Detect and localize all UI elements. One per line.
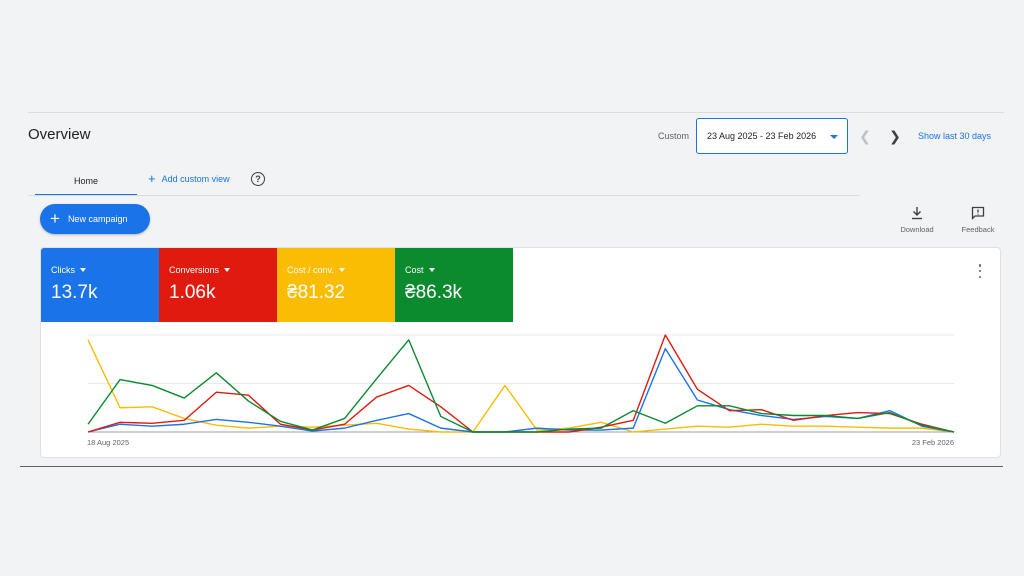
help-icon[interactable]: ?: [251, 172, 265, 186]
caret-down-icon: [428, 268, 435, 272]
tab-home[interactable]: Home: [35, 166, 137, 196]
bottom-divider: [20, 466, 1003, 467]
plus-icon: +: [50, 209, 60, 228]
feedback-icon: [971, 206, 985, 220]
metric-cost[interactable]: Cost ₴86.3k: [395, 248, 513, 322]
metric-value: ₴81.32: [287, 282, 346, 303]
performance-chart: 18 Aug 2025 23 Feb 2026: [87, 334, 955, 447]
performance-card: Clicks 13.7k Conversions 1.06k Cost / co…: [40, 247, 1001, 458]
x-axis-start-label: 18 Aug 2025: [87, 438, 129, 447]
feedback-button[interactable]: Feedback: [953, 206, 1003, 234]
show-last-30-days-link[interactable]: Show last 30 days: [918, 131, 992, 141]
date-range-picker[interactable]: 23 Aug 2025 - 23 Feb 2026: [696, 118, 848, 154]
tabs-divider: [28, 195, 860, 196]
tab-home-label: Home: [73, 176, 98, 186]
download-label: Download: [900, 225, 934, 234]
new-campaign-button[interactable]: + New campaign: [40, 204, 150, 234]
series-line-0: [87, 339, 955, 433]
metric-label: Clicks: [51, 265, 75, 275]
metric-value: ₴86.3k: [405, 282, 463, 303]
download-button[interactable]: Download: [892, 206, 942, 234]
metric-clicks[interactable]: Clicks 13.7k: [41, 248, 159, 322]
series-line-1: [87, 347, 955, 433]
metric-label: Conversions: [169, 265, 220, 275]
chevron-right-icon[interactable]: ❯: [889, 127, 901, 144]
add-custom-view-button[interactable]: + Add custom view: [148, 171, 230, 186]
metric-value: 1.06k: [169, 282, 216, 303]
top-divider: [28, 112, 1004, 113]
metric-conversions[interactable]: Conversions 1.06k: [159, 248, 277, 322]
metric-label: Cost: [405, 265, 424, 275]
date-range-text: 23 Aug 2025 - 23 Feb 2026: [707, 131, 817, 141]
series-line-3: [87, 339, 955, 433]
x-axis-end-label: 23 Feb 2026: [912, 438, 954, 447]
date-range-type-label: Custom: [658, 131, 690, 141]
chevron-left-icon[interactable]: ❮: [859, 127, 871, 144]
add-custom-view-label: Add custom view: [161, 174, 230, 184]
metric-label: Cost / conv.: [287, 265, 334, 275]
plus-icon: +: [148, 171, 156, 186]
download-icon: [912, 207, 922, 220]
caret-down-icon: [830, 135, 838, 139]
metric-cost-per-conv[interactable]: Cost / conv. ₴81.32: [277, 248, 395, 322]
metric-value: 13.7k: [51, 282, 98, 303]
feedback-label: Feedback: [961, 225, 995, 234]
caret-down-icon: [80, 268, 86, 272]
page-title: Overview: [28, 126, 91, 143]
caret-down-icon: [338, 268, 345, 272]
new-campaign-label: New campaign: [67, 214, 128, 224]
more-vert-icon[interactable]: [975, 264, 985, 278]
caret-down-icon: [224, 268, 231, 272]
